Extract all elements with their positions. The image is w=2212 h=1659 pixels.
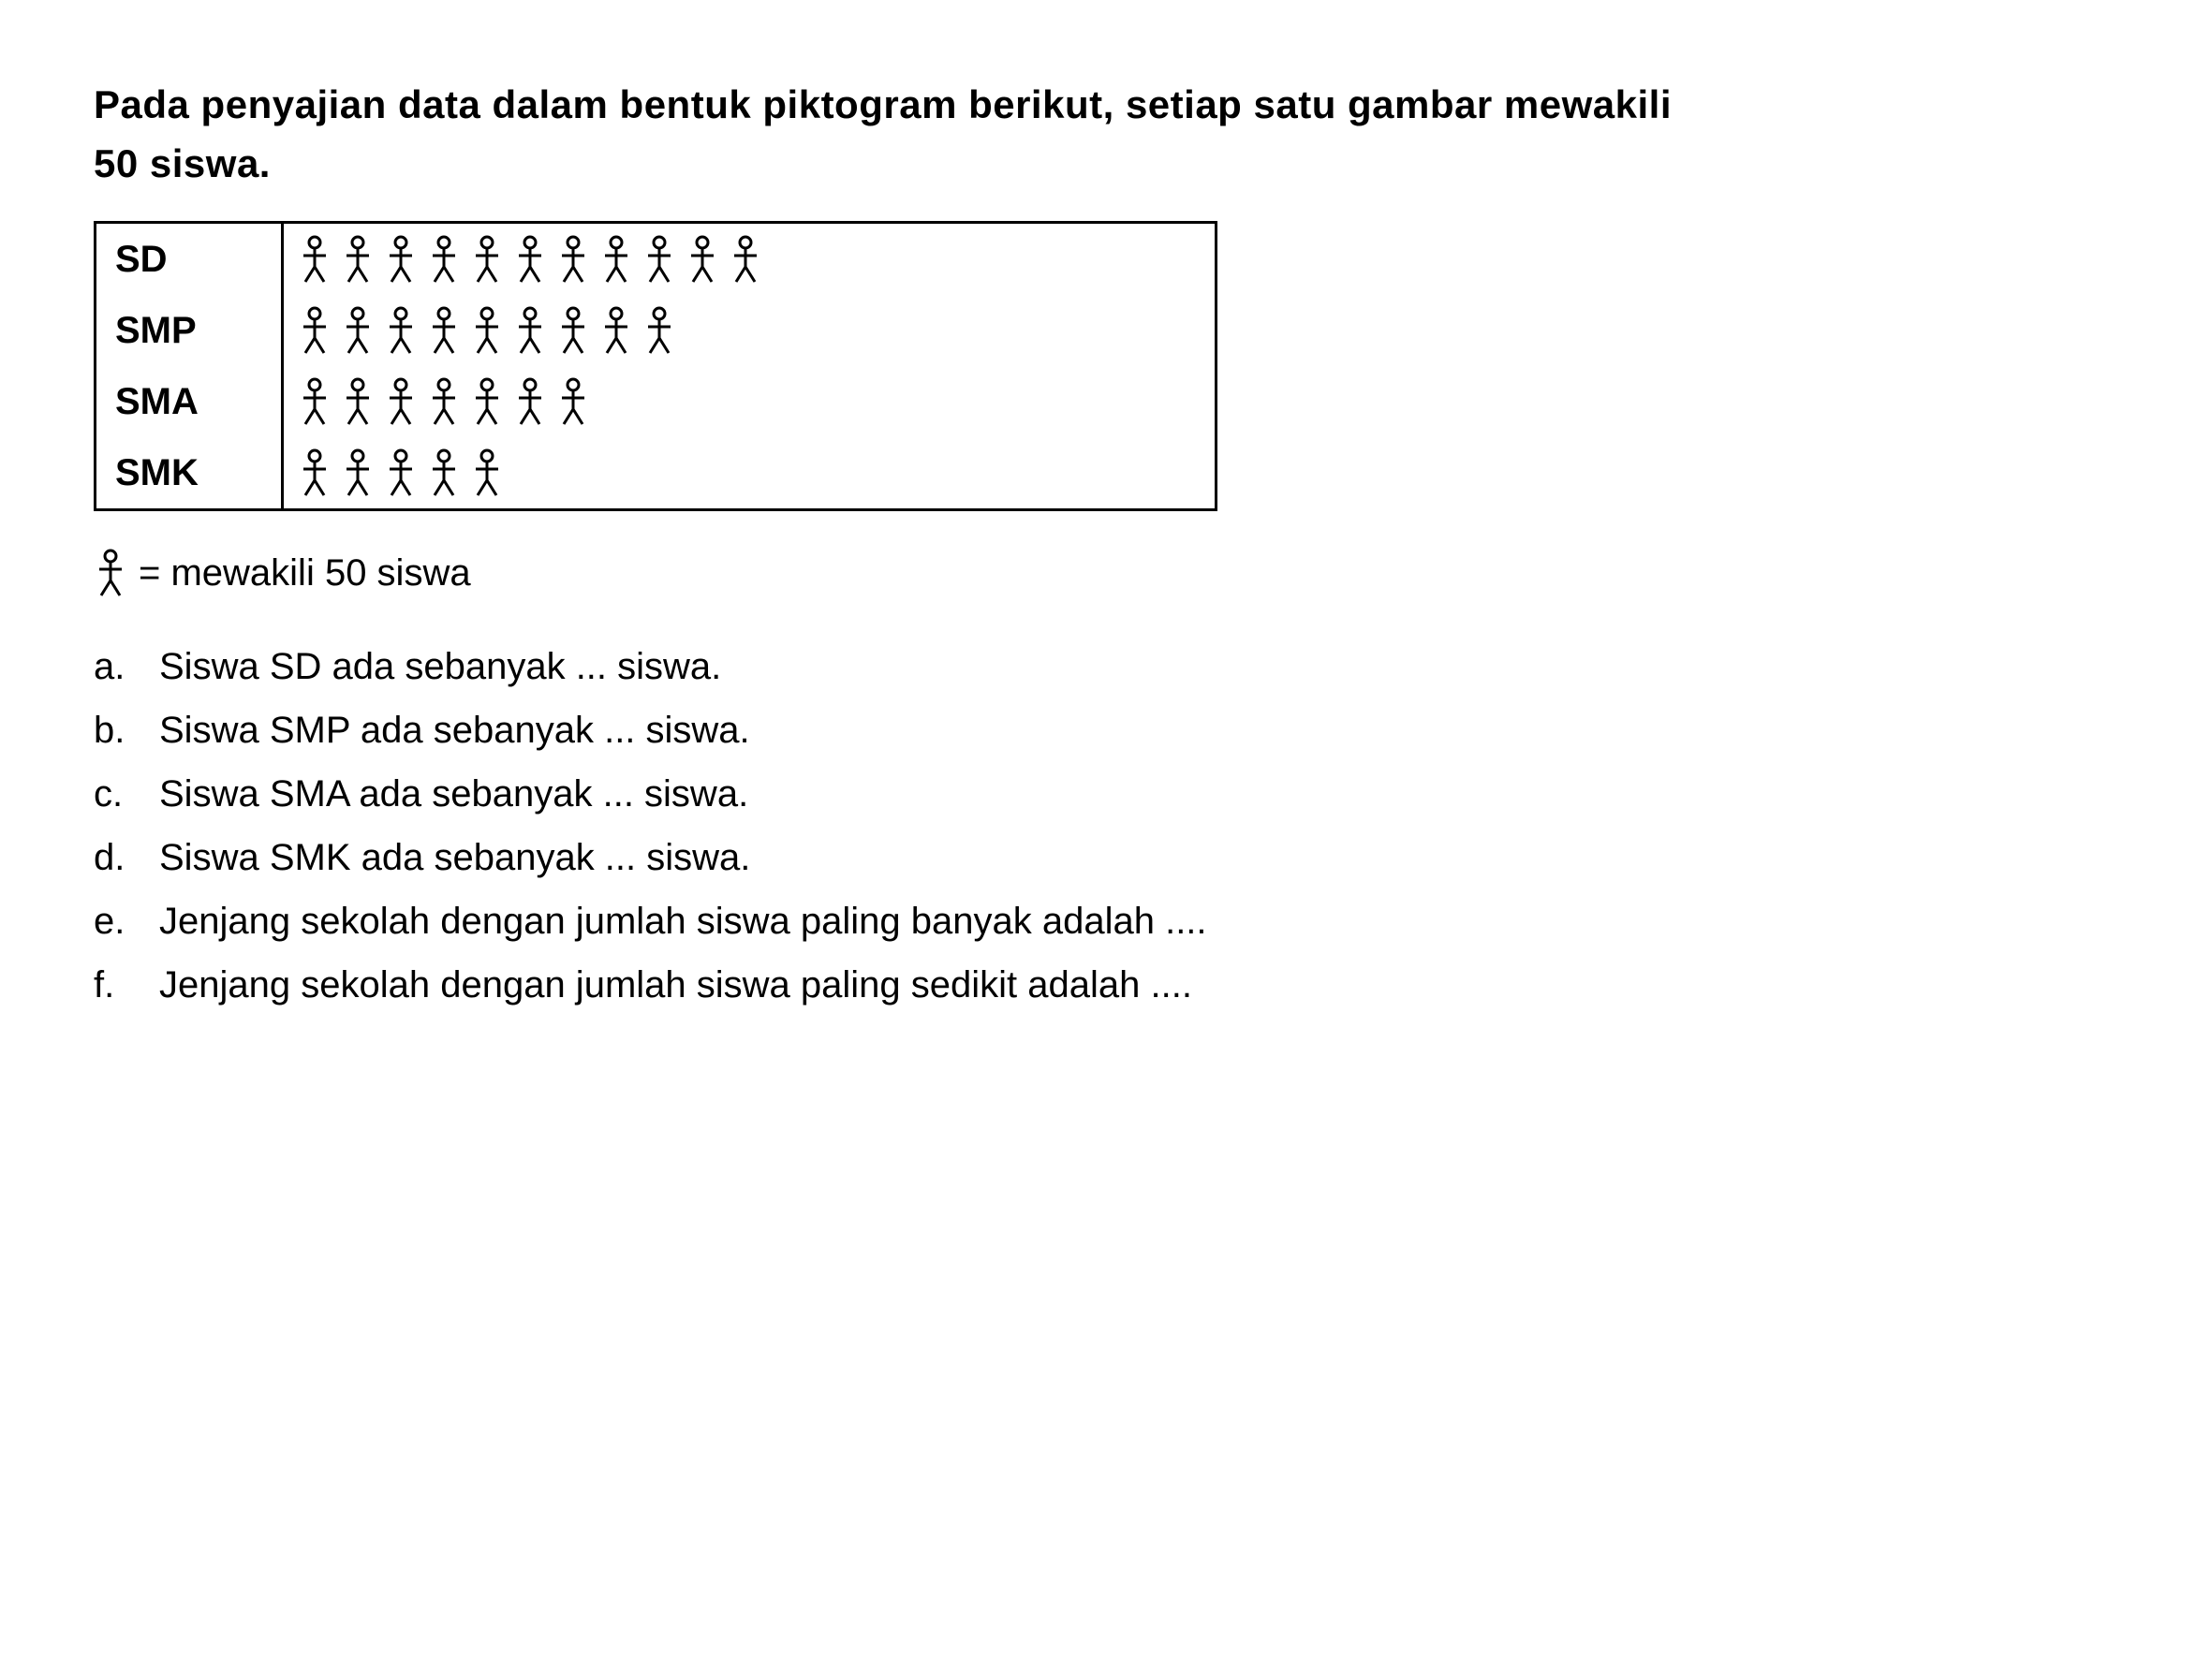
question-item: a. Siswa SD ada sebanyak ... siswa. (94, 635, 2118, 698)
stick-figure-icon (642, 235, 676, 284)
question-item: d. Siswa SMK ada sebanyak ... siswa. (94, 826, 2118, 889)
table-row: SD (96, 223, 1217, 296)
stick-figure-icon (599, 235, 633, 284)
row-label: SMP (96, 295, 283, 366)
stick-figure-icon (513, 235, 547, 284)
row-label: SD (96, 223, 283, 296)
stick-figure-icon (298, 448, 332, 497)
row-icons (283, 223, 1217, 296)
stick-figure-icon (384, 306, 418, 355)
stick-figure-icon (341, 377, 375, 426)
stick-figure-icon (642, 306, 676, 355)
question-text: Siswa SD ada sebanyak ... siswa. (159, 635, 2118, 698)
question-item: f. Jenjang sekolah dengan jumlah siswa pa… (94, 953, 2118, 1017)
questions-list: a. Siswa SD ada sebanyak ... siswa. b. Sisw… (94, 635, 2118, 1017)
stick-figure-icon (427, 377, 461, 426)
question-letter: a. (94, 635, 131, 698)
row-icons (283, 295, 1217, 366)
table-row: SMA (96, 366, 1217, 437)
stick-figure-icon (427, 448, 461, 497)
stick-figure-icon (298, 306, 332, 355)
stick-figure-icon (470, 306, 504, 355)
question-letter: d. (94, 826, 131, 889)
question-text: Siswa SMP ada sebanyak ... siswa. (159, 698, 2118, 762)
title-line-2: 50 siswa. (94, 141, 271, 185)
stick-figure-icon (94, 549, 127, 597)
stick-figure-icon (298, 235, 332, 284)
stick-figure-icon (470, 448, 504, 497)
stick-figure-icon (729, 235, 762, 284)
table-row: SMK (96, 437, 1217, 510)
row-label: SMA (96, 366, 283, 437)
stick-figure-icon (341, 448, 375, 497)
stick-figure-icon (470, 235, 504, 284)
table-row: SMP (96, 295, 1217, 366)
row-label: SMK (96, 437, 283, 510)
row-icons (283, 366, 1217, 437)
stick-figure-icon (556, 306, 590, 355)
question-letter: f. (94, 953, 131, 1017)
title-line-1: Pada penyajian data dalam bentuk piktogr… (94, 82, 1672, 126)
stick-figure-icon (427, 306, 461, 355)
question-text: Siswa SMA ada sebanyak ... siswa. (159, 762, 2118, 826)
stick-figure-icon (427, 235, 461, 284)
problem-title: Pada penyajian data dalam bentuk piktogr… (94, 75, 2118, 193)
question-item: b. Siswa SMP ada sebanyak ... siswa. (94, 698, 2118, 762)
question-item: c. Siswa SMA ada sebanyak ... siswa. (94, 762, 2118, 826)
stick-figure-icon (470, 377, 504, 426)
question-text: Siswa SMK ada sebanyak ... siswa. (159, 826, 2118, 889)
stick-figure-icon (686, 235, 719, 284)
stick-figure-icon (513, 377, 547, 426)
row-icons (283, 437, 1217, 510)
question-letter: c. (94, 762, 131, 826)
stick-figure-icon (341, 235, 375, 284)
question-item: e. Jenjang sekolah dengan jumlah siswa pa… (94, 889, 2118, 953)
pictogram-table: SD (94, 221, 1217, 511)
question-text: Jenjang sekolah dengan jumlah siswa pali… (159, 889, 2118, 953)
stick-figure-icon (556, 377, 590, 426)
stick-figure-icon (298, 377, 332, 426)
question-letter: e. (94, 889, 131, 953)
stick-figure-icon (513, 306, 547, 355)
stick-figure-icon (556, 235, 590, 284)
stick-figure-icon (341, 306, 375, 355)
stick-figure-icon (384, 377, 418, 426)
stick-figure-icon (384, 448, 418, 497)
question-letter: b. (94, 698, 131, 762)
legend: = mewakili 50 siswa (94, 549, 2118, 597)
stick-figure-icon (599, 306, 633, 355)
question-text: Jenjang sekolah dengan jumlah siswa pali… (159, 953, 2118, 1017)
stick-figure-icon (384, 235, 418, 284)
legend-text: = mewakili 50 siswa (139, 552, 471, 595)
